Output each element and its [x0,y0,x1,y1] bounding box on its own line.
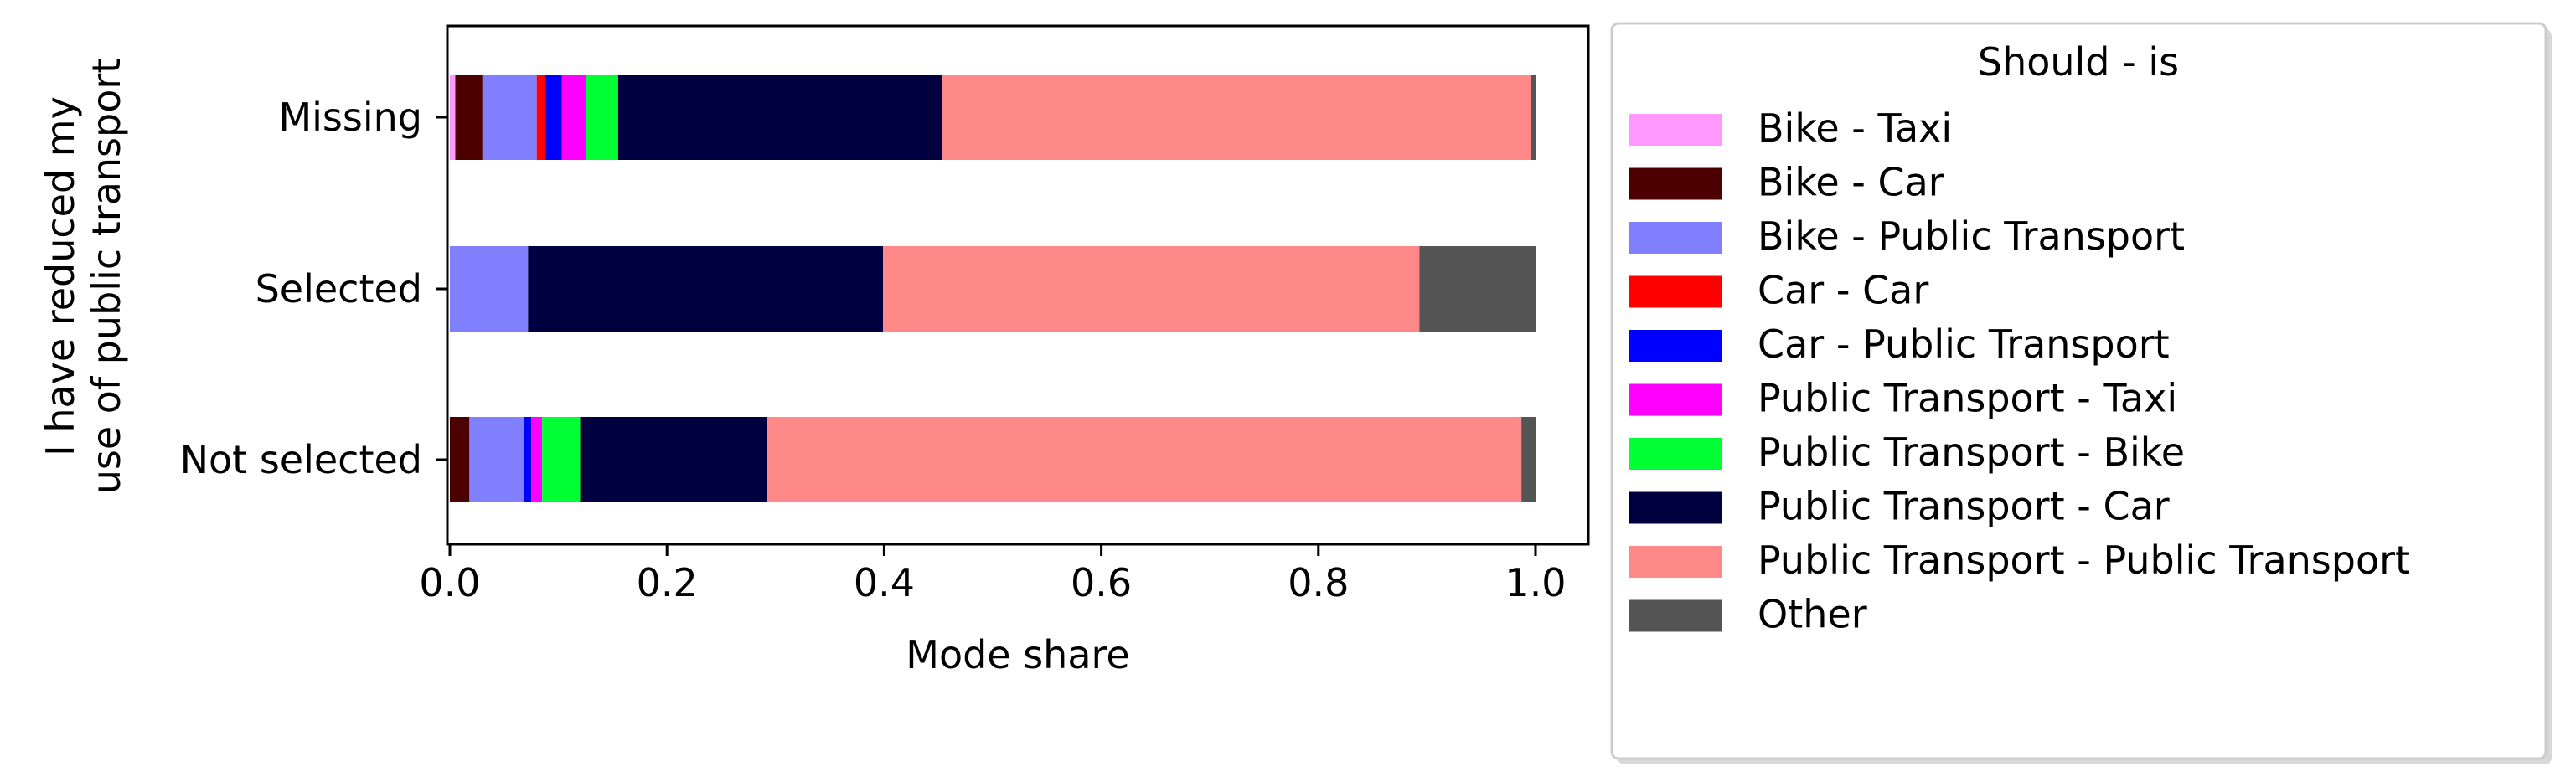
legend-swatch [1629,114,1722,146]
bars-group [450,75,1536,502]
plot-area-frame [446,24,1590,546]
legend-swatch [1629,167,1722,200]
y-tick-label: Selected [256,266,422,311]
legend-label: Public Transport - Car [1758,484,2170,529]
legend-title: Should - is [1978,39,2179,85]
legend-box [1610,22,2548,760]
bar-segment-2-9 [1521,417,1536,502]
y-tick-label: Missing [278,95,422,140]
legend-swatch [1629,383,1722,416]
legend-label: Car - Car [1758,268,1928,313]
y-axis-title-line-1: I have reduced my [38,96,83,456]
bar-segment-0-6 [586,75,618,160]
bar-segment-2-7 [580,417,767,502]
legend-swatch [1629,222,1722,254]
y-tick-label: Not selected [180,437,422,482]
bar-segment-0-5 [561,75,586,160]
x-tick-label: 0.4 [854,560,915,605]
bar-segment-1-9 [1419,246,1536,332]
legend-label: Public Transport - Taxi [1758,376,2177,421]
x-tick-label: 0.6 [1071,560,1132,605]
bar-segment-0-4 [545,75,562,160]
bar-segment-1-7 [528,246,884,332]
legend-label: Other [1758,592,1867,637]
bar-segment-1-2 [450,246,529,332]
legend-items: Bike - Taxi Bike - Car Bike - Public Trans… [1629,105,2410,637]
legend-swatch [1629,275,1722,308]
bar-segment-2-2 [469,417,524,502]
y-ticks-group: Missing Selected Not selected [180,95,447,482]
legend-swatch [1629,546,1722,578]
x-axis-title: Mode share [906,632,1129,677]
legend-swatch [1629,599,1722,632]
legend-label: Public Transport - Bike [1758,430,2185,475]
bar-segment-0-8 [942,75,1531,160]
legend-label: Public Transport - Public Transport [1758,538,2410,583]
bar-segment-0-2 [482,75,537,160]
legend-label: Bike - Car [1758,160,1944,205]
bar-segment-0-7 [617,75,942,160]
bar-segment-1-8 [883,246,1420,332]
x-tick-label: 0.2 [637,560,698,605]
bar-segment-0-3 [536,75,546,160]
x-tick-label: 0.8 [1288,560,1349,605]
x-ticks-group: 0.0 0.2 0.4 0.6 0.8 1.0 [419,544,1567,605]
bar-segment-2-6 [542,417,581,502]
bar-segment-2-4 [524,417,532,502]
bar-segment-0-9 [1531,75,1536,160]
legend-label: Bike - Public Transport [1758,214,2185,259]
x-tick-label: 0.0 [419,560,480,605]
bar-segment-2-1 [450,417,470,502]
bar-segment-0-0 [450,75,456,160]
bar-segment-2-5 [531,417,543,502]
legend-label: Bike - Taxi [1758,105,1952,151]
y-axis-title-line-2: use of public transport [84,59,129,495]
bar-segment-0-1 [455,75,483,160]
y-axis-title: I have reduced my use of public transpor… [38,59,129,495]
bar-segment-2-8 [767,417,1522,502]
legend-swatch [1629,330,1722,362]
x-tick-label: 1.0 [1505,560,1566,605]
legend-swatch [1629,491,1722,524]
legend-swatch [1629,438,1722,470]
legend-label: Car - Public Transport [1758,322,2170,367]
